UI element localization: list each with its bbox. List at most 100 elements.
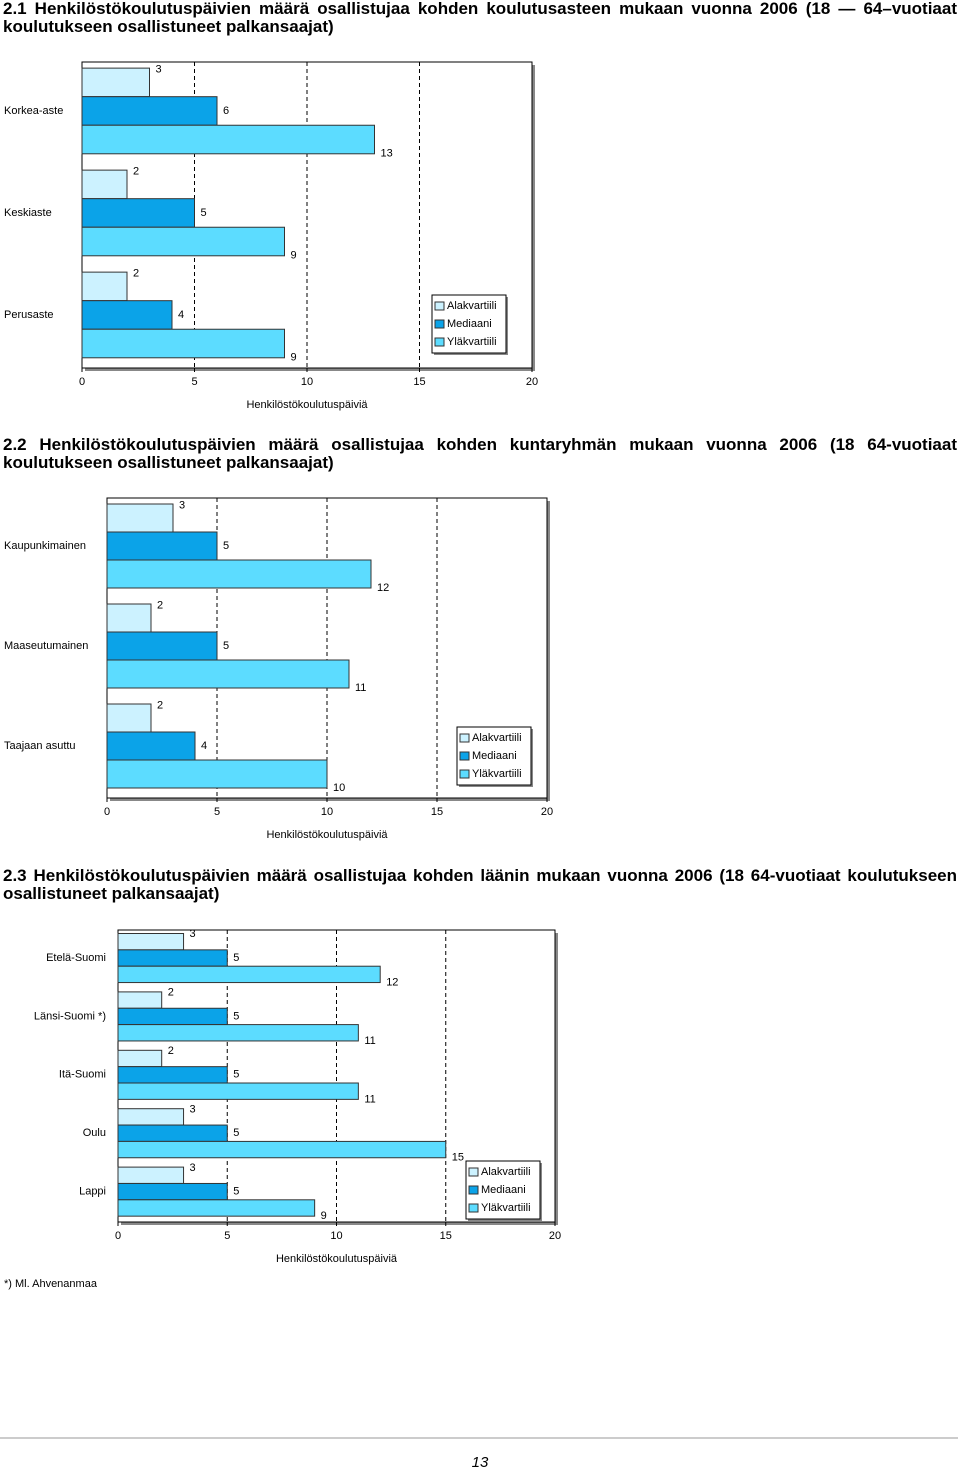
x-tick-label: 5 <box>191 376 197 388</box>
category-label: Lappi <box>79 1186 106 1198</box>
value-label: 12 <box>377 582 389 594</box>
value-label: 3 <box>179 499 185 511</box>
legend-swatch <box>434 337 445 347</box>
bar <box>81 67 150 98</box>
category-label: Taajaan asuttu <box>4 740 76 752</box>
category-label: Itä-Suomi <box>59 1069 106 1081</box>
bar <box>106 631 218 661</box>
bar <box>106 503 174 533</box>
value-label: 9 <box>321 1210 327 1222</box>
value-label: 9 <box>291 352 297 364</box>
value-label: 2 <box>168 1045 174 1057</box>
legend-label: Alakvartiili <box>472 732 522 744</box>
x-tick-label: 10 <box>301 376 313 388</box>
legend-label: Mediaani <box>481 1184 526 1196</box>
category-label: Keskiaste <box>4 207 52 219</box>
x-axis-label: Henkilöstökoulutuspäiviä <box>266 829 388 841</box>
value-label: 5 <box>233 1186 239 1198</box>
legend-label: Alakvartiili <box>481 1166 531 1178</box>
x-tick-label: 15 <box>413 376 425 388</box>
value-label: 11 <box>364 1035 375 1047</box>
bar <box>117 949 228 967</box>
value-label: 9 <box>291 250 297 262</box>
legend-swatch <box>434 319 445 329</box>
legend-label: Yläkvartiili <box>447 336 497 348</box>
bar <box>117 965 381 984</box>
bar <box>117 1007 228 1026</box>
value-label: 2 <box>133 267 139 279</box>
value-label: 11 <box>355 682 366 694</box>
bar <box>81 169 128 200</box>
value-label: 10 <box>333 782 345 794</box>
value-label: 2 <box>168 987 174 999</box>
value-label: 5 <box>233 952 239 964</box>
value-label: 4 <box>178 309 184 321</box>
bar <box>81 96 218 126</box>
bar <box>106 703 152 733</box>
bar <box>81 328 285 359</box>
bar <box>117 1124 228 1142</box>
value-label: 5 <box>233 1010 239 1022</box>
x-tick-label: 10 <box>321 806 333 818</box>
x-tick-label: 15 <box>440 1230 452 1242</box>
value-label: 5 <box>201 207 207 219</box>
category-label: Kaupunkimainen <box>4 540 86 552</box>
value-label: 12 <box>386 976 398 988</box>
chart-title: 2.2 Henkilöstökoulutuspäivien määrä osal… <box>3 435 957 472</box>
value-label: 2 <box>157 599 163 611</box>
chart-title: 2.1 Henkilöstökoulutuspäivien määrä osal… <box>3 0 957 36</box>
bar <box>117 1049 163 1068</box>
bar <box>106 531 218 561</box>
category-label: Länsi-Suomi *) <box>34 1010 106 1022</box>
x-axis-label: Henkilöstökoulutuspäiviä <box>246 399 368 411</box>
bar <box>117 1140 447 1159</box>
bar <box>81 226 285 257</box>
legend-swatch <box>468 1203 479 1213</box>
legend-swatch <box>468 1167 479 1177</box>
category-label: Korkea-aste <box>4 105 63 117</box>
legend-swatch <box>459 733 470 743</box>
category-label: Oulu <box>83 1127 106 1139</box>
legend-label: Yläkvartiili <box>481 1202 531 1214</box>
value-label: 2 <box>157 699 163 711</box>
footnote: *) Ml. Ahvenanmaa <box>4 1278 98 1290</box>
value-label: 5 <box>223 540 229 552</box>
bar <box>106 559 372 589</box>
x-tick-label: 20 <box>541 806 553 818</box>
bar <box>117 1082 359 1100</box>
legend-label: Yläkvartiili <box>472 768 522 780</box>
bar <box>81 124 375 155</box>
value-label: 3 <box>190 1162 196 1174</box>
bar <box>81 271 128 302</box>
value-label: 3 <box>190 928 196 940</box>
legend-swatch <box>459 751 470 761</box>
bar <box>117 1182 228 1201</box>
x-tick-label: 0 <box>104 806 110 818</box>
x-tick-label: 5 <box>214 806 220 818</box>
value-label: 11 <box>364 1093 375 1105</box>
value-label: 13 <box>381 148 393 160</box>
bar <box>117 933 185 951</box>
page-number: 13 <box>472 1454 489 1470</box>
category-label: Perusaste <box>4 309 54 321</box>
value-label: 3 <box>156 63 162 75</box>
value-label: 4 <box>201 740 207 752</box>
bar <box>106 659 350 689</box>
x-tick-label: 15 <box>431 806 443 818</box>
x-tick-label: 10 <box>330 1230 342 1242</box>
chart-title: 2.3 Henkilöstökoulutuspäivien määrä osal… <box>3 866 957 903</box>
x-tick-label: 0 <box>79 376 85 388</box>
value-label: 5 <box>223 640 229 652</box>
category-label: Etelä-Suomi <box>46 952 106 964</box>
bar <box>106 759 328 789</box>
bar <box>117 1024 359 1042</box>
value-label: 2 <box>133 165 139 177</box>
x-tick-label: 20 <box>526 376 538 388</box>
bar <box>81 300 173 330</box>
bar <box>117 1066 228 1084</box>
legend-label: Mediaani <box>472 750 517 762</box>
x-tick-label: 5 <box>224 1230 230 1242</box>
value-label: 3 <box>190 1103 196 1115</box>
legend-swatch <box>434 301 445 311</box>
value-label: 6 <box>223 105 229 117</box>
